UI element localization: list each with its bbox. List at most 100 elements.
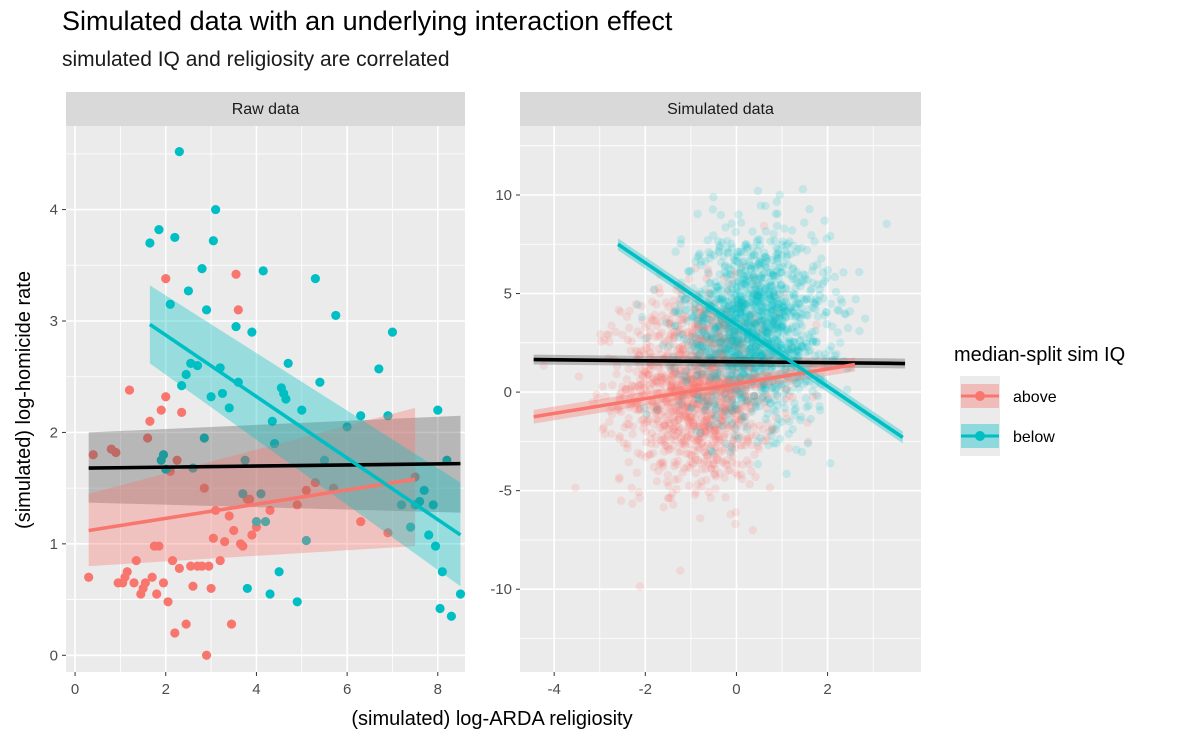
point-below	[733, 252, 742, 262]
point-below	[807, 231, 816, 240]
point-above	[697, 438, 707, 448]
point-above	[698, 406, 707, 416]
point-below	[782, 284, 791, 293]
point-below	[696, 260, 705, 270]
point-above	[708, 441, 717, 450]
point-below	[706, 420, 715, 430]
point-below	[720, 407, 729, 416]
point-above	[224, 511, 234, 521]
point-above	[145, 416, 155, 426]
point-above	[675, 375, 684, 384]
point-above	[708, 437, 717, 446]
y-tick-label: 3	[50, 313, 58, 330]
point-below	[766, 277, 776, 286]
point-below	[785, 290, 794, 300]
point-above	[707, 316, 717, 325]
point-above	[702, 274, 711, 283]
point-below	[708, 334, 718, 344]
point-below	[680, 334, 689, 344]
point-above	[636, 450, 646, 460]
point-above	[712, 328, 722, 337]
point-above	[735, 415, 745, 424]
point-above	[694, 435, 704, 444]
point-above	[588, 397, 598, 407]
point-above	[750, 450, 759, 459]
point-above	[719, 432, 729, 442]
point-above	[646, 348, 656, 358]
point-below	[694, 342, 703, 351]
point-above	[705, 423, 714, 433]
point-above	[727, 439, 737, 449]
point-below	[711, 405, 721, 414]
point-above	[669, 370, 678, 379]
point-above	[627, 390, 636, 399]
point-above	[571, 483, 580, 493]
point-above	[615, 394, 624, 403]
point-below	[769, 272, 779, 281]
point-above	[693, 366, 702, 375]
point-above	[656, 378, 665, 387]
point-below	[781, 297, 791, 307]
point-below	[786, 303, 795, 312]
point-below	[751, 296, 760, 305]
point-below	[766, 237, 775, 246]
point-above	[649, 402, 659, 412]
point-above	[684, 431, 693, 441]
point-below	[785, 348, 794, 357]
fit-line-below	[148, 322, 462, 537]
point-above	[724, 280, 734, 290]
point-below	[794, 344, 804, 354]
point-above	[699, 342, 708, 351]
point-above	[713, 400, 723, 410]
point-below	[741, 241, 750, 251]
point-above	[624, 413, 633, 423]
point-below	[745, 312, 755, 321]
point-below	[769, 288, 778, 298]
point-below	[717, 343, 726, 353]
point-below	[777, 362, 786, 371]
point-below	[730, 312, 739, 322]
point-below	[687, 312, 697, 322]
point-below	[720, 261, 730, 270]
point-above	[724, 374, 733, 383]
point-below	[725, 330, 735, 339]
point-below	[658, 341, 667, 350]
point-above	[699, 421, 708, 430]
point-above	[704, 375, 714, 385]
point-below	[774, 299, 784, 309]
point-below	[830, 272, 840, 282]
point-below	[737, 270, 747, 279]
point-below	[771, 271, 780, 281]
point-above	[735, 387, 745, 397]
point-below	[183, 286, 194, 296]
point-above	[700, 324, 709, 333]
point-below	[780, 306, 789, 316]
point-below	[722, 394, 731, 404]
point-below	[731, 340, 740, 349]
point-below	[755, 296, 764, 305]
point-above	[161, 274, 171, 284]
point-above	[661, 298, 671, 307]
point-below	[633, 300, 642, 309]
point-above	[691, 334, 700, 343]
point-below	[783, 307, 793, 316]
point-below	[692, 426, 701, 436]
point-below	[702, 332, 712, 341]
point-below	[773, 321, 782, 331]
point-above	[729, 423, 739, 432]
point-below	[730, 326, 739, 335]
point-below	[774, 314, 784, 323]
point-above	[615, 434, 624, 443]
point-below	[788, 306, 798, 316]
point-above	[695, 431, 704, 441]
point-above	[677, 397, 687, 407]
point-above	[723, 466, 733, 475]
point-above	[779, 290, 788, 299]
point-above	[710, 426, 719, 435]
point-above	[634, 406, 643, 415]
point-above	[729, 297, 739, 307]
point-above	[651, 403, 661, 412]
point-below	[676, 329, 686, 339]
point-above	[673, 428, 682, 437]
point-above	[643, 418, 652, 427]
